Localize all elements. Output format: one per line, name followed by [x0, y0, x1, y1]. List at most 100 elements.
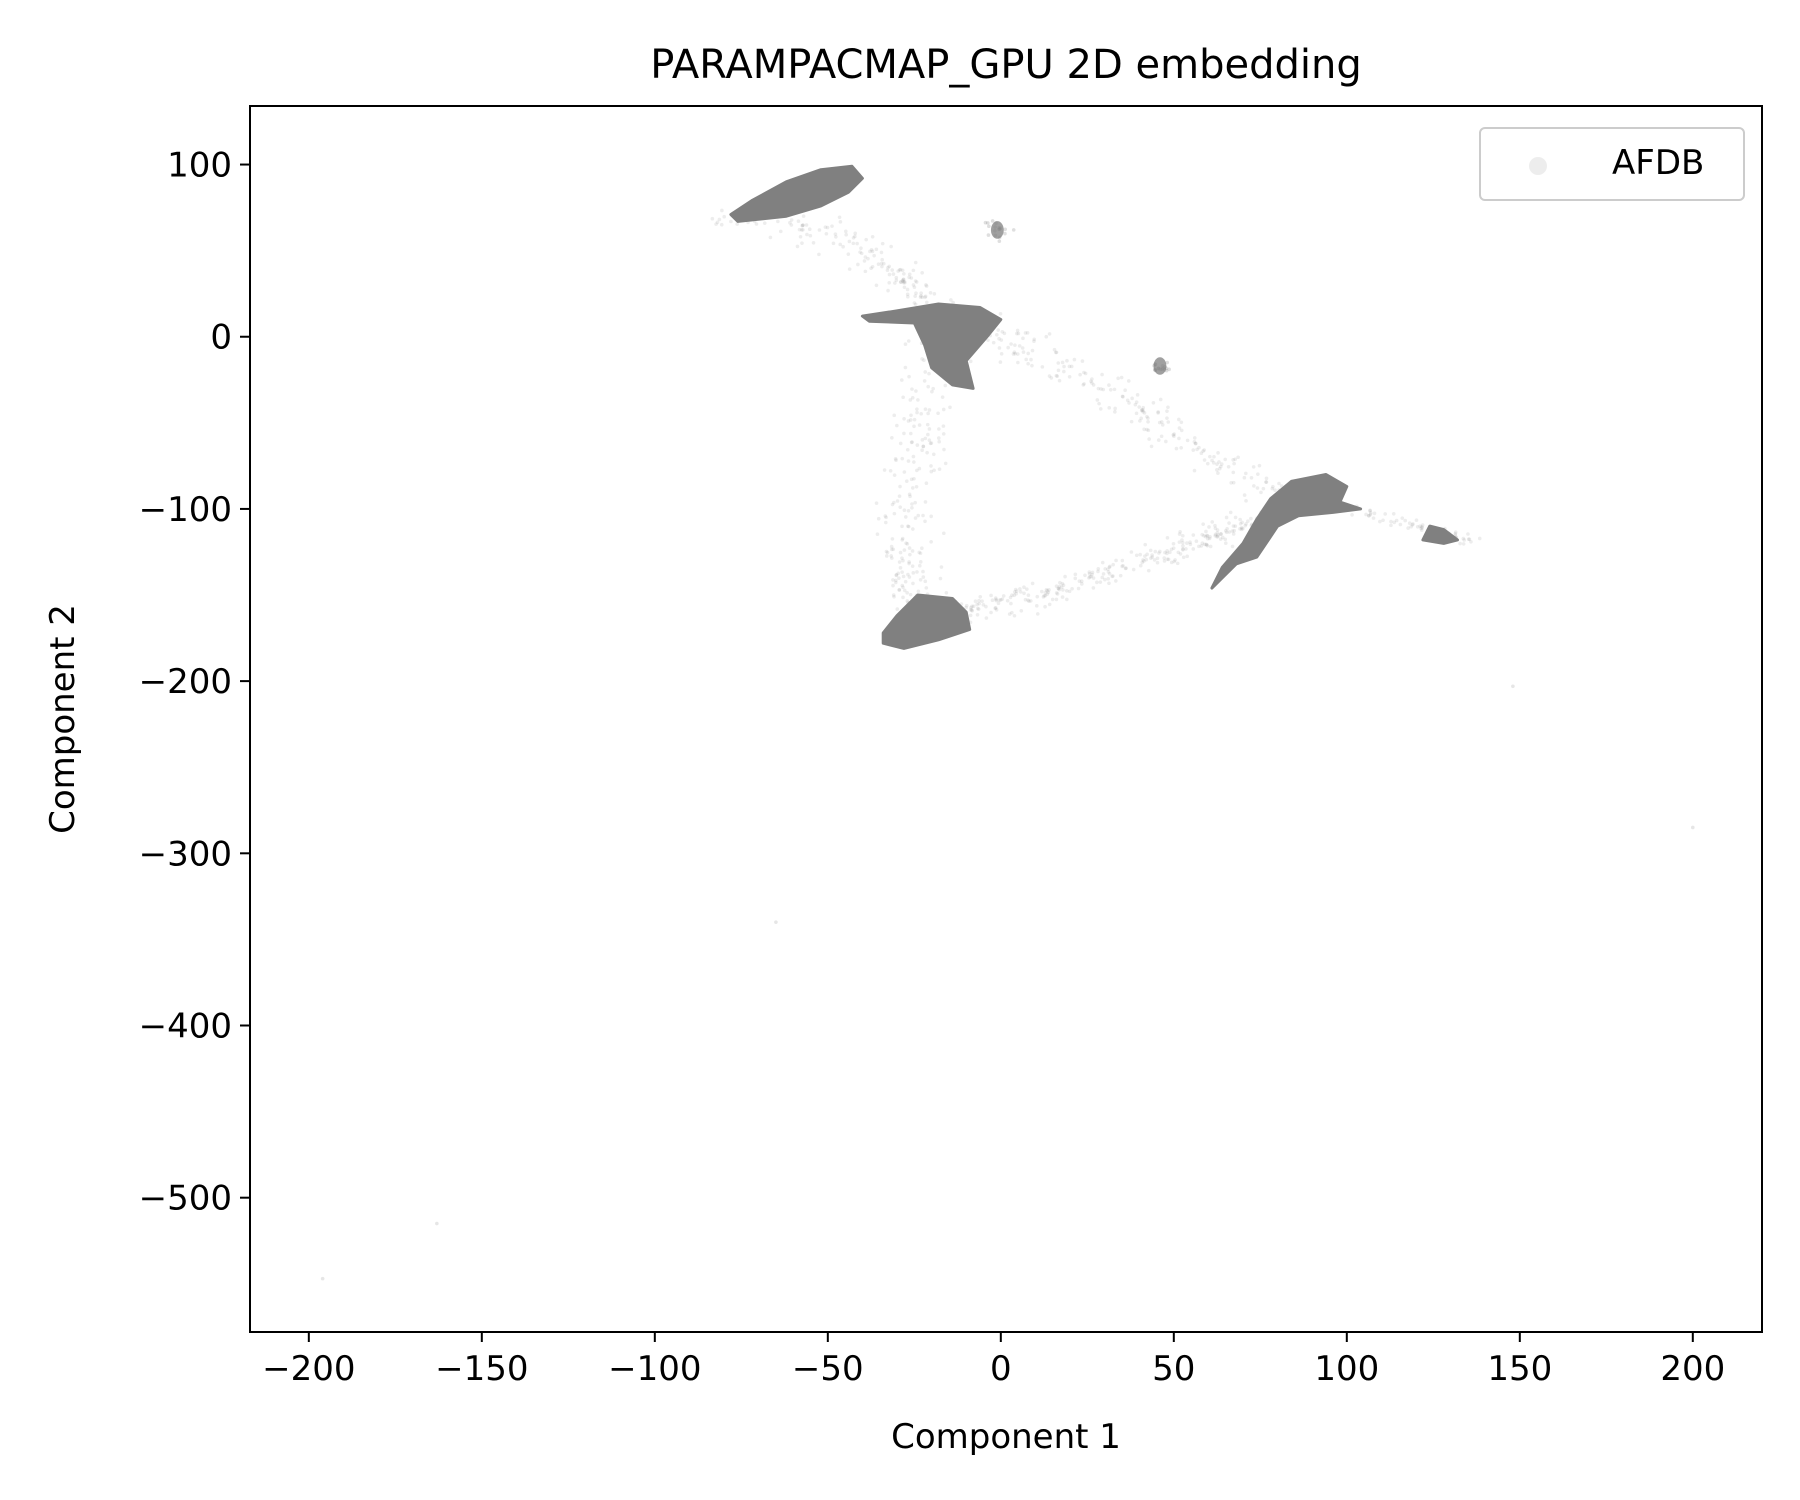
data-point: [892, 500, 896, 505]
data-point: [894, 458, 898, 463]
data-point: [1082, 382, 1086, 386]
dense-cluster: [860, 302, 1003, 390]
data-point: [1407, 521, 1412, 526]
y-tick-label: 0: [210, 318, 232, 358]
data-point: [976, 607, 981, 611]
data-point: [1161, 366, 1165, 371]
data-point: [1121, 394, 1125, 399]
data-point: [924, 481, 929, 486]
data-point: [710, 216, 715, 221]
data-point: [870, 234, 875, 239]
data-point: [1006, 345, 1010, 350]
data-point: [1241, 526, 1245, 531]
data-point: [1179, 428, 1184, 433]
data-point: [939, 565, 944, 569]
data-point: [898, 566, 903, 570]
data-point: [1150, 553, 1154, 557]
data-point: [898, 484, 902, 489]
data-point: [1003, 231, 1007, 236]
data-point: [1277, 481, 1281, 486]
outlier-point: [1511, 684, 1515, 689]
data-point: [1011, 228, 1016, 232]
data-point: [1176, 550, 1181, 555]
data-point: [1158, 549, 1162, 554]
data-point: [987, 224, 991, 229]
data-point: [917, 466, 922, 471]
data-point: [907, 492, 912, 497]
data-point: [923, 407, 928, 411]
data-point: [1035, 594, 1040, 599]
data-point: [1218, 464, 1223, 469]
data-point: [926, 432, 930, 437]
data-point: [1097, 401, 1101, 406]
data-point: [897, 576, 901, 580]
data-point: [1453, 530, 1458, 534]
data-point: [984, 604, 988, 609]
data-point: [901, 277, 906, 282]
data-point: [1149, 444, 1154, 449]
data-point: [1041, 595, 1046, 599]
data-point: [1238, 517, 1242, 522]
data-point: [890, 268, 895, 272]
data-point: [847, 239, 852, 244]
data-point: [1169, 560, 1174, 565]
data-point: [1070, 586, 1074, 591]
data-point: [1165, 557, 1170, 561]
data-point: [1112, 387, 1117, 392]
data-point: [1061, 583, 1066, 588]
data-point: [913, 516, 918, 520]
data-point: [1419, 528, 1424, 532]
data-point: [906, 339, 911, 343]
data-point: [1088, 575, 1092, 579]
data-point: [997, 227, 1002, 231]
data-point: [1156, 366, 1161, 371]
data-point: [905, 292, 910, 297]
data-point: [1166, 405, 1170, 410]
data-point: [944, 590, 949, 595]
data-point: [869, 248, 874, 252]
data-point: [1171, 433, 1176, 437]
data-point: [1012, 613, 1017, 618]
data-point: [1419, 526, 1423, 531]
data-point: [914, 389, 918, 393]
data-point: [921, 569, 925, 574]
data-point: [1043, 590, 1048, 595]
data-point: [895, 499, 900, 503]
data-point: [894, 578, 898, 583]
data-point: [921, 513, 925, 518]
data-point: [893, 457, 898, 461]
data-point: [851, 235, 856, 240]
data-point: [910, 549, 915, 553]
y-tick-label: −200: [139, 662, 232, 702]
data-point: [902, 588, 907, 593]
data-point: [904, 479, 909, 483]
data-point: [906, 572, 910, 577]
data-point: [901, 280, 906, 285]
data-point: [894, 573, 899, 577]
data-point: [894, 278, 899, 283]
data-point: [1163, 365, 1167, 369]
data-point: [1146, 428, 1151, 433]
data-point: [1220, 535, 1225, 540]
data-point: [1103, 577, 1107, 582]
data-point: [990, 598, 995, 603]
data-point: [1026, 598, 1030, 602]
data-point: [1083, 573, 1087, 578]
small-cluster: [1153, 357, 1167, 375]
data-point: [931, 452, 936, 457]
data-point: [1019, 609, 1024, 613]
data-point: [1204, 529, 1208, 534]
data-point: [1091, 586, 1096, 590]
data-point: [859, 246, 863, 251]
data-point: [907, 546, 912, 550]
data-point: [999, 352, 1004, 356]
data-point: [1063, 574, 1067, 579]
data-point: [912, 301, 917, 305]
data-point: [866, 256, 870, 261]
data-point: [902, 272, 906, 276]
data-point: [1244, 499, 1248, 503]
data-point: [989, 593, 993, 598]
data-point: [891, 272, 896, 276]
data-point: [1025, 587, 1029, 591]
data-point: [1087, 570, 1092, 574]
